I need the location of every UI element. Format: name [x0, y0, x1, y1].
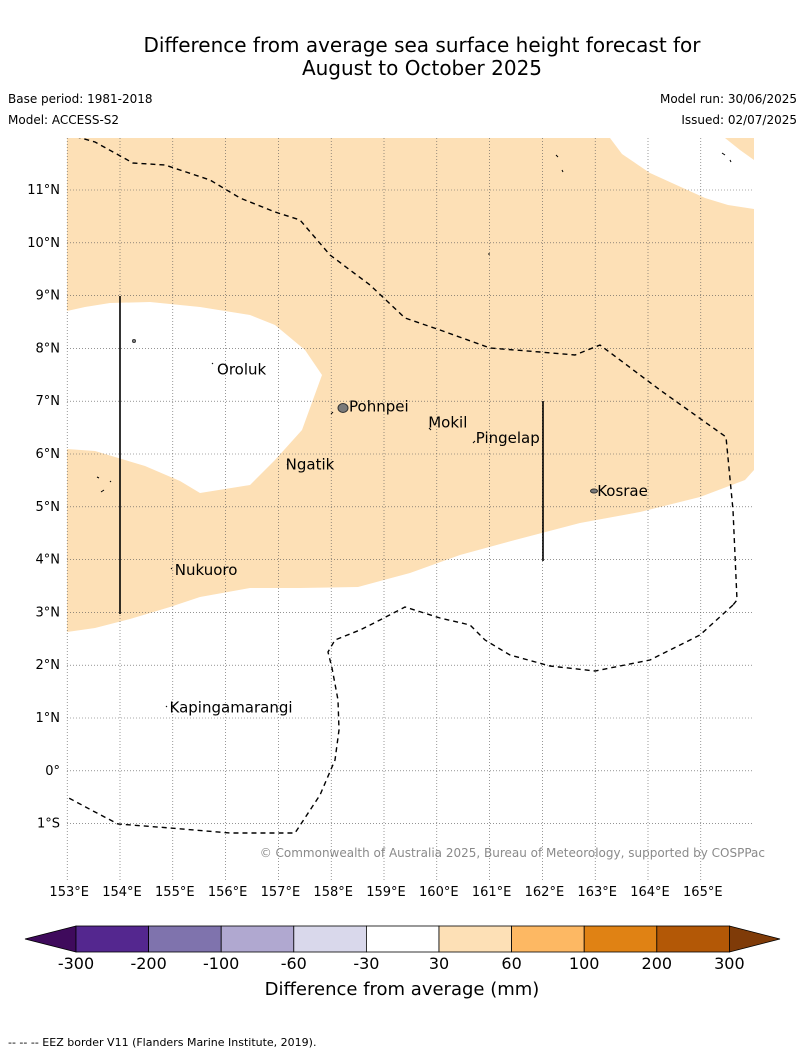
lon-tick-label: 157°E	[261, 885, 301, 900]
colorbar-segment-1	[75, 925, 149, 953]
pohnpei-island	[337, 403, 349, 413]
map-title-line1: Difference from average sea surface heig…	[143, 33, 701, 57]
lon-tick-label: 161°E	[472, 885, 512, 900]
lon-tick-label: 156°E	[208, 885, 248, 900]
lon-tick-label: 160°E	[419, 885, 459, 900]
place-label-ngatik: Ngatik	[286, 456, 335, 474]
colorbar-extend-low	[24, 925, 77, 953]
kosrae-island	[590, 488, 598, 494]
map-figure: Oroluk Pohnpei Mokil Pingelap Ngatik Kosrae Nu…	[24, 138, 781, 1000]
island-islet-2	[96, 152, 732, 708]
colorbar-label: Difference from average (mm)	[265, 979, 540, 1000]
lon-tick-label: 154°E	[102, 885, 142, 900]
base-period: Base period: 1981-2018	[8, 92, 153, 106]
lon-tick-label: 153°E	[49, 885, 89, 900]
map-gridlines	[66, 138, 754, 880]
map-plot-area	[67, 138, 754, 632]
colorbar-tick-label: -60	[281, 954, 307, 973]
lat-tick-label: 3°N	[36, 605, 61, 620]
eez-border-south	[67, 604, 734, 834]
place-label-pohnpei: Pohnpei	[349, 397, 409, 415]
lat-tick-label: 4°N	[36, 553, 61, 568]
lon-tick-label: 165°E	[683, 885, 723, 900]
place-label-pingelap: Pingelap	[476, 429, 540, 447]
colorbar-segment-8	[583, 925, 658, 953]
lon-tick-label: 164°E	[630, 885, 670, 900]
islands	[96, 152, 732, 708]
model-run-date: Model run: 30/06/2025	[659, 92, 797, 106]
colorbar	[24, 925, 781, 953]
lat-tick-label: 0°	[45, 764, 60, 779]
latitude-tick-labels: 11°N 10°N 9°N 8°N 7°N 6°N 5°N 4°N 3°N 2°N 1°N 0° 1°S	[27, 183, 60, 832]
place-label-kapingamarangi: Kapingamarangi	[170, 698, 293, 716]
place-label-nukuoro: Nukuoro	[175, 561, 238, 579]
lon-tick-label: 155°E	[155, 885, 195, 900]
colorbar-tick-label: 30	[429, 954, 449, 973]
eez-border-north	[78, 138, 738, 606]
colorbar-tick-label: -300	[58, 954, 94, 973]
colorbar-segment-6	[438, 925, 512, 953]
lat-tick-label: 10°N	[27, 236, 60, 251]
colorbar-tick-label: -30	[353, 954, 379, 973]
colorbar-segment-5	[365, 925, 440, 953]
colorbar-segment-7	[511, 925, 585, 953]
lat-tick-label: 8°N	[36, 341, 61, 356]
colorbar-tick-label: 200	[642, 954, 673, 973]
eez-borders	[67, 138, 738, 834]
colorbar-segment-2	[148, 925, 222, 953]
colorbar-tick-label: -200	[130, 954, 166, 973]
issued-date: Issued: 02/07/2025	[681, 113, 797, 127]
anomaly-shading-30-60mm-ne	[725, 138, 754, 160]
copyright-text: © Commonwealth of Australia 2025, Bureau…	[260, 846, 765, 860]
lat-tick-label: 5°N	[36, 500, 61, 515]
eez-border-legend: -- -- -- EEZ border V11 (Flanders Marine…	[8, 1036, 317, 1049]
colorbar-tick-label: -100	[203, 954, 239, 973]
lon-tick-label: 163°E	[577, 885, 617, 900]
place-label-oroluk: Oroluk	[217, 361, 266, 379]
colorbar-segment-9	[656, 925, 730, 953]
place-label-kosrae: Kosrae	[597, 482, 648, 500]
lon-tick-label: 158°E	[313, 885, 353, 900]
lat-tick-label: 9°N	[36, 289, 61, 304]
lat-tick-label: 2°N	[36, 658, 61, 673]
colorbar-segment-3	[220, 925, 295, 953]
place-labels: Oroluk Pohnpei Mokil Pingelap Ngatik Kosrae Nu…	[170, 361, 648, 717]
lon-tick-label: 159°E	[366, 885, 406, 900]
model-name: Model: ACCESS-S2	[8, 113, 120, 127]
lat-tick-label: 1°S	[37, 817, 60, 832]
lat-tick-label: 1°N	[36, 711, 61, 726]
map-title-line2: August to October 2025	[301, 56, 543, 80]
lat-tick-label: 11°N	[27, 183, 60, 198]
anomaly-shading-30-60mm	[67, 138, 754, 632]
colorbar-segment-4	[293, 925, 367, 953]
colorbar-tick-label: 100	[569, 954, 600, 973]
place-label-mokil: Mokil	[428, 413, 467, 431]
lon-tick-label: 162°E	[525, 885, 565, 900]
lat-tick-label: 7°N	[36, 394, 61, 409]
colorbar-tick-label: 300	[714, 954, 745, 973]
colorbar-tick-label: 60	[501, 954, 521, 973]
colorbar-extend-high	[729, 925, 781, 953]
lat-tick-label: 6°N	[36, 447, 61, 462]
colorbar-tick-labels: -300 -200 -100 -60 -30 30 60 100 200 300	[58, 954, 745, 973]
island-islet-1	[131, 338, 136, 343]
longitude-tick-labels: 153°E 154°E 155°E 156°E 157°E 158°E 159°E 160°E…	[49, 885, 722, 900]
